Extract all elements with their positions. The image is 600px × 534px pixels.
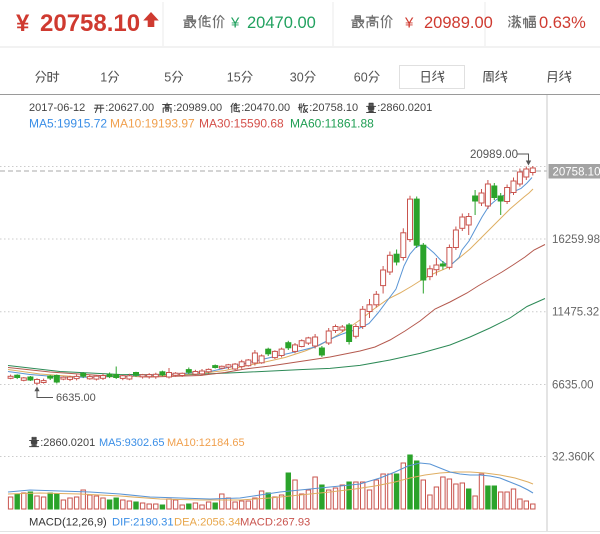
svg-text:¥: ¥ [404,15,414,32]
svg-text::20989.00: :20989.00 [173,102,222,114]
svg-text:11475.32: 11475.32 [552,307,599,319]
svg-text:MA60:11861.88: MA60:11861.88 [290,117,374,131]
svg-text:¥: ¥ [230,15,240,32]
svg-text:MACD: MACD [29,517,62,529]
svg-text:DEA:2056.34: DEA:2056.34 [174,517,241,529]
svg-text::20627.00: :20627.00 [105,102,154,114]
svg-text:20989.00: 20989.00 [424,14,493,32]
svg-text:5: 5 [164,71,171,85]
svg-text:20470.00: 20470.00 [247,14,316,32]
svg-text::20470.00: :20470.00 [241,102,290,114]
svg-text:30: 30 [290,71,304,85]
svg-text:0.63%: 0.63% [539,14,586,32]
svg-text:60: 60 [354,71,368,85]
svg-text:2017-06-12: 2017-06-12 [29,102,85,114]
svg-text:6635.00: 6635.00 [552,380,594,392]
svg-text:20989.00: 20989.00 [470,149,518,161]
svg-text:(12,26,9): (12,26,9) [62,517,107,529]
svg-text:16259.98: 16259.98 [552,234,600,246]
svg-text:¥: ¥ [16,10,30,37]
svg-text::2860.0201: :2860.0201 [377,102,432,114]
svg-text:MA10:12184.65: MA10:12184.65 [167,437,245,449]
svg-text:1: 1 [100,71,107,85]
svg-text:MACD:267.93: MACD:267.93 [240,517,310,529]
svg-text::20758.10: :20758.10 [309,102,358,114]
svg-text:6635.00: 6635.00 [56,392,96,404]
svg-text:15: 15 [227,71,241,85]
svg-text::2860.0201: :2860.0201 [40,437,95,449]
svg-text:MA30:15590.68: MA30:15590.68 [199,117,284,131]
svg-text:MA10:19193.97: MA10:19193.97 [110,117,195,131]
svg-text:32.360K: 32.360K [552,452,595,464]
svg-text:DIF:2190.31: DIF:2190.31 [112,517,174,529]
svg-text:20758.10: 20758.10 [40,10,140,37]
svg-text:MA5:19915.72: MA5:19915.72 [29,117,107,131]
svg-text:20758.10: 20758.10 [553,167,600,179]
svg-text:MA5:9302.65: MA5:9302.65 [99,437,164,449]
